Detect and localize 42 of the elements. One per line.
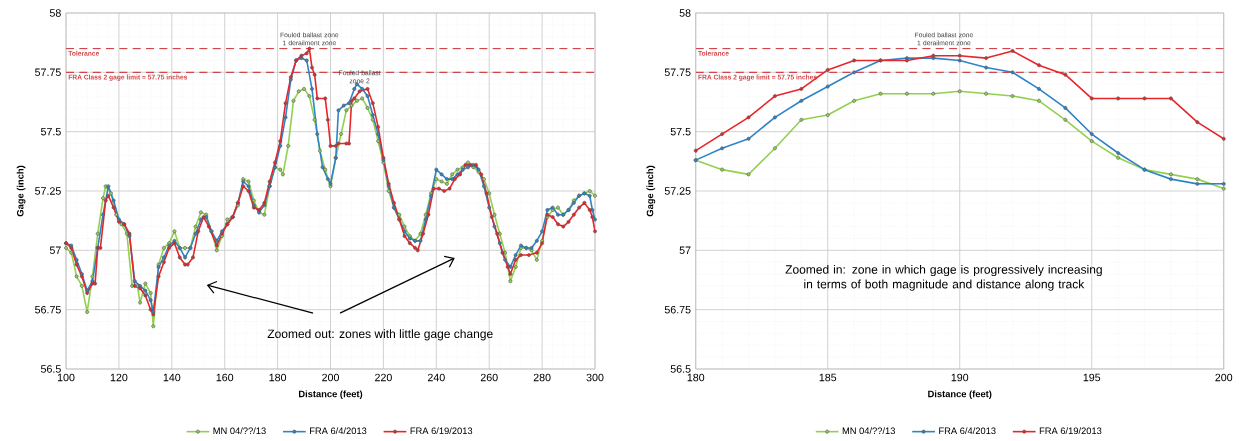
x-tick-label: 240 (427, 373, 445, 382)
legend-label: MN 04/??/13 (213, 427, 266, 435)
x-tick-label: 195 (1083, 373, 1101, 382)
x-tick-label: 300 (586, 373, 604, 382)
x-tick-label: 200 (322, 373, 339, 382)
y-tick-label: 57.5 (40, 127, 61, 136)
x-tick-label: 200 (1215, 373, 1233, 382)
y-tick-label: 56.75 (664, 305, 691, 314)
x-tick-label: 220 (375, 373, 392, 382)
legend-label: MN 04/??/13 (842, 427, 895, 435)
legend-label: FRA 6/19/2013 (410, 427, 473, 435)
legend-label: FRA 6/19/2013 (1039, 427, 1102, 435)
x-tick-label: 120 (110, 373, 128, 382)
y-tick-label: 57 (679, 246, 691, 255)
annotation: Zoomed in: zone in which gage is progressively increasing in terms of both magnitude and distance along track (785, 264, 1102, 291)
y-tick-label: 56.75 (35, 305, 61, 314)
x-tick-label: 180 (687, 373, 705, 382)
x-tick-label: 180 (269, 373, 287, 382)
y-tick-label: 56.5 (670, 365, 691, 373)
x-tick-label: 190 (951, 373, 969, 382)
y-tick-label: 58 (679, 9, 691, 17)
x-tick-label: 185 (819, 373, 837, 382)
x-axis-title: Distance (feet) (298, 390, 363, 400)
y-tick-label: 57.75 (35, 68, 61, 77)
x-tick-label: 260 (480, 373, 498, 382)
x-tick-label: 100 (57, 373, 75, 382)
y-tick-label: 57 (49, 246, 61, 255)
y-tick-label: 57.25 (664, 187, 691, 195)
x-axis-title: Distance (feet) (928, 390, 992, 400)
x-tick-label: 280 (533, 373, 551, 382)
legend-label: FRA 6/4/2013 (310, 427, 367, 435)
y-tick-label: 56.5 (40, 365, 61, 373)
y-axis-title: Gage (inch) (646, 165, 656, 217)
y-tick-label: 57.75 (664, 68, 691, 77)
y-tick-label: 57.25 (35, 187, 61, 195)
legend-label: FRA 6/4/2013 (939, 427, 996, 435)
y-tick-label: 58 (49, 9, 61, 17)
x-tick-label: 160 (216, 373, 234, 382)
annotation: Zoomed out: zones with little gage change (267, 329, 493, 341)
y-tick-label: 57.5 (670, 127, 691, 136)
y-axis-title: Gage (inch) (16, 165, 26, 217)
x-tick-label: 140 (163, 373, 181, 382)
